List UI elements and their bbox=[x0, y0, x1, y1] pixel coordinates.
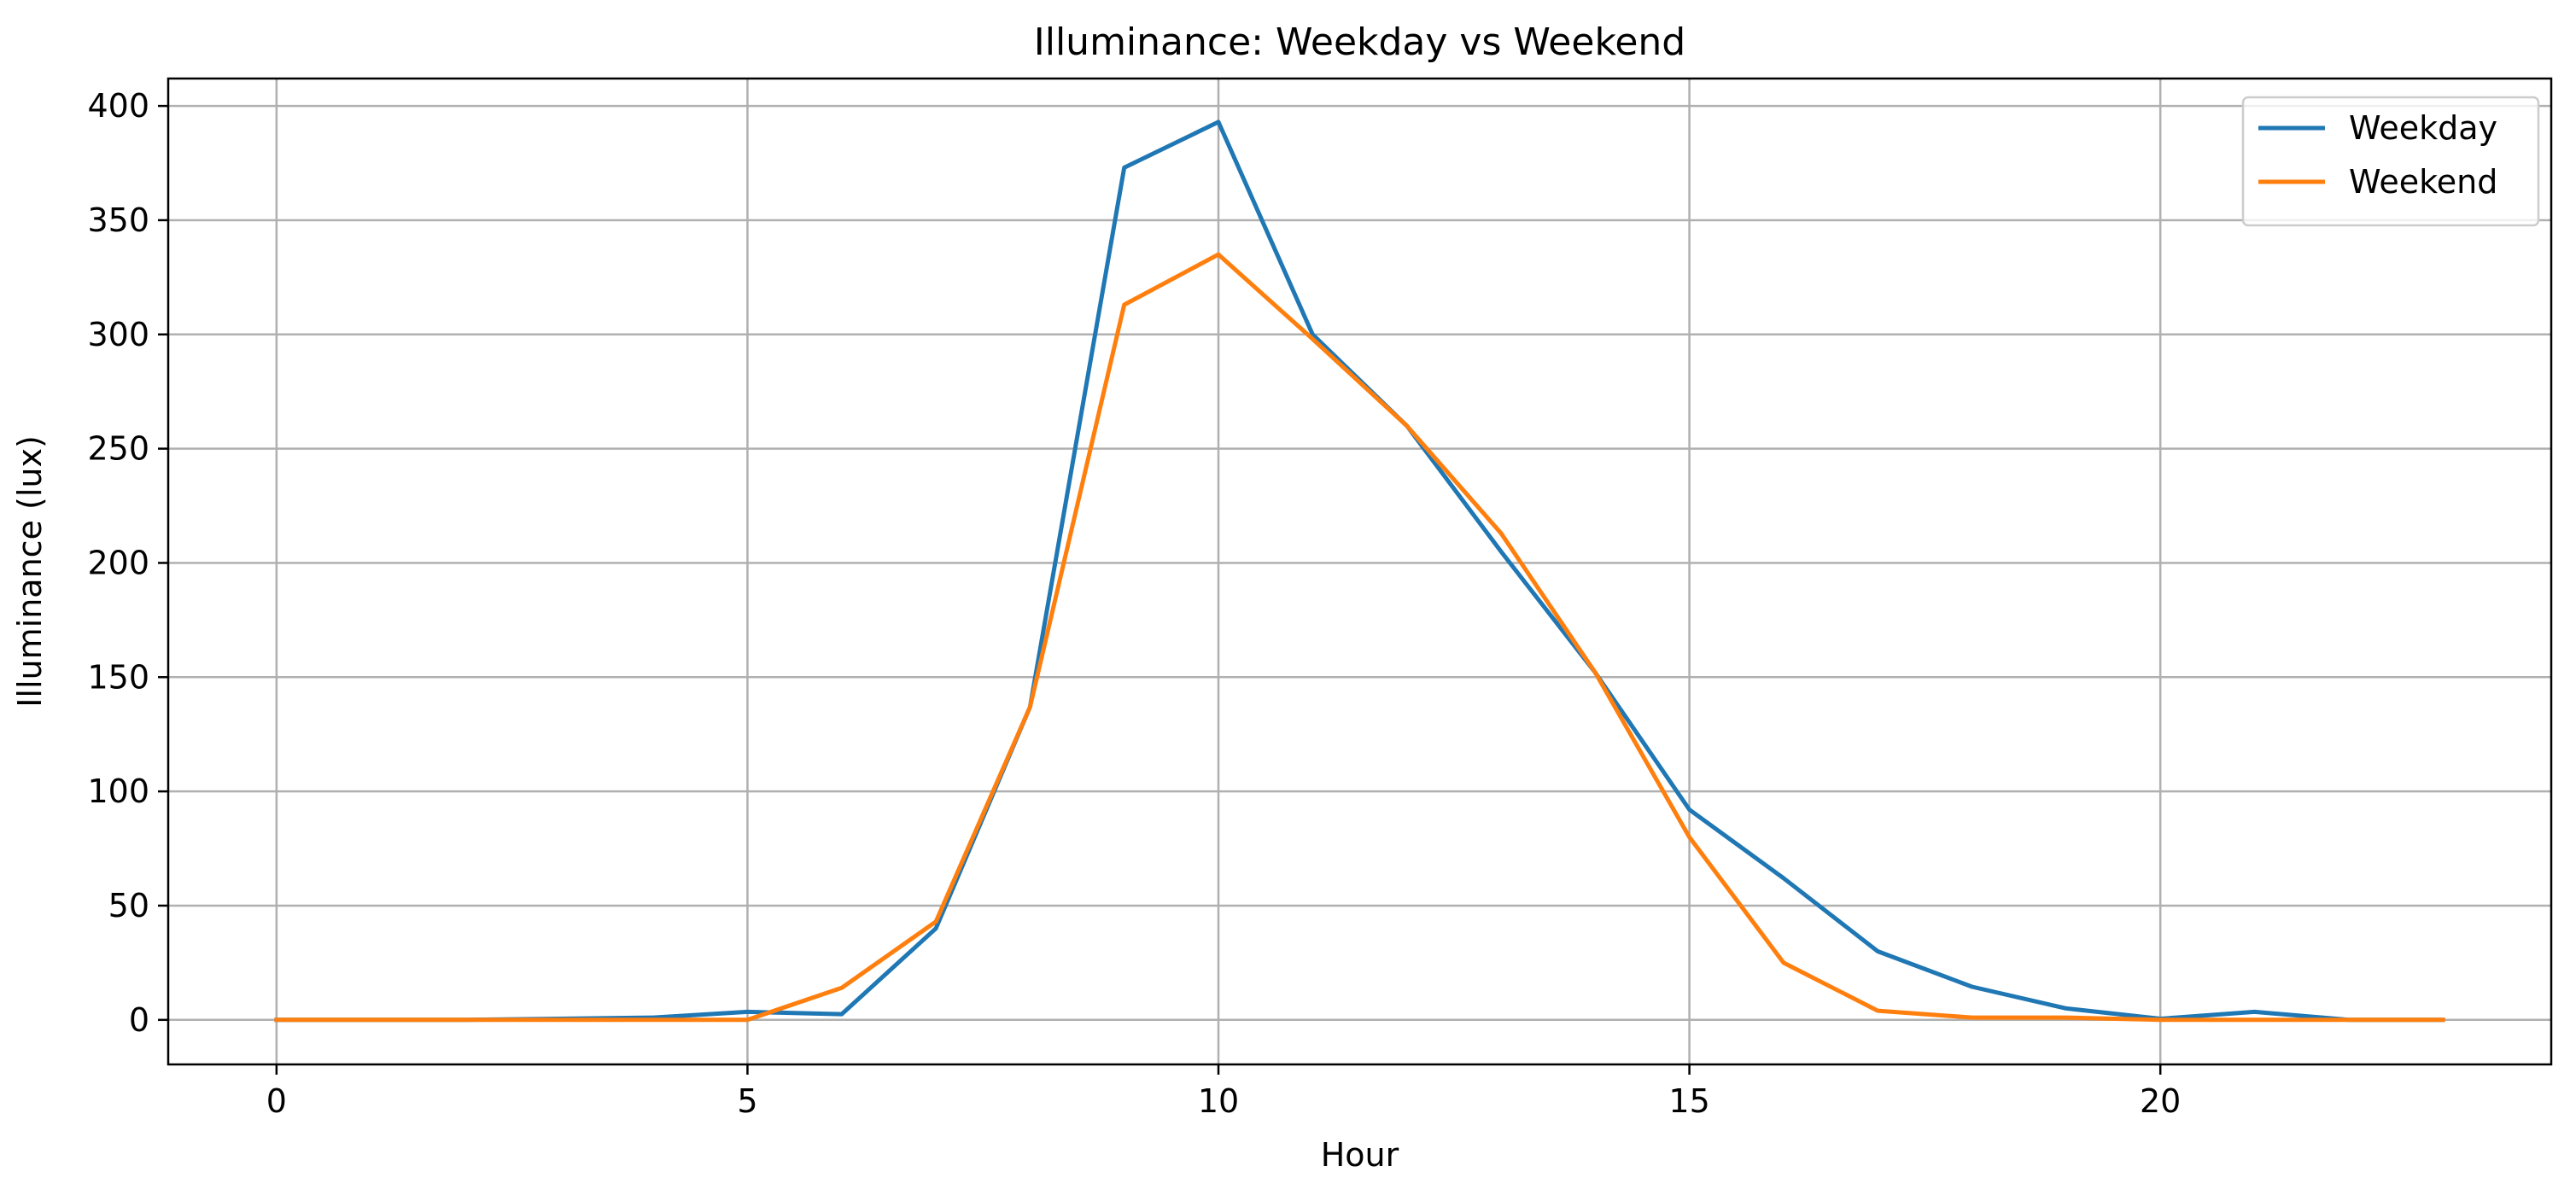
y-tick-label: 150 bbox=[87, 658, 149, 696]
series-layer bbox=[274, 120, 2445, 1023]
y-tick-label: 300 bbox=[87, 316, 149, 353]
chart-title: Illuminance: Weekday vs Weekend bbox=[1034, 20, 1686, 64]
y-tick-label: 400 bbox=[87, 87, 149, 125]
legend-label-weekday: Weekday bbox=[2349, 109, 2497, 147]
y-axis-label: Illuminance (lux) bbox=[11, 435, 49, 708]
x-tick-label: 0 bbox=[266, 1082, 287, 1120]
x-tick-label: 20 bbox=[2140, 1082, 2181, 1120]
x-tick-label: 5 bbox=[737, 1082, 757, 1120]
y-tick-label: 50 bbox=[108, 887, 149, 924]
x-axis-label: Hour bbox=[1321, 1136, 1399, 1174]
y-tick-label: 0 bbox=[129, 1001, 149, 1039]
x-tick-label: 10 bbox=[1198, 1082, 1239, 1120]
y-tick-label: 350 bbox=[87, 201, 149, 239]
legend: Weekday Weekend bbox=[2241, 96, 2540, 227]
y-tick-label: 250 bbox=[87, 430, 149, 468]
y-tick-label: 100 bbox=[87, 772, 149, 810]
y-tick-label: 200 bbox=[87, 544, 149, 581]
series-line-weekend bbox=[274, 252, 2445, 1023]
grid-layer bbox=[168, 79, 2551, 1064]
x-tick-label: 15 bbox=[1668, 1082, 1709, 1120]
legend-label-weekend: Weekend bbox=[2349, 163, 2497, 201]
plot-frame bbox=[166, 77, 2553, 1066]
